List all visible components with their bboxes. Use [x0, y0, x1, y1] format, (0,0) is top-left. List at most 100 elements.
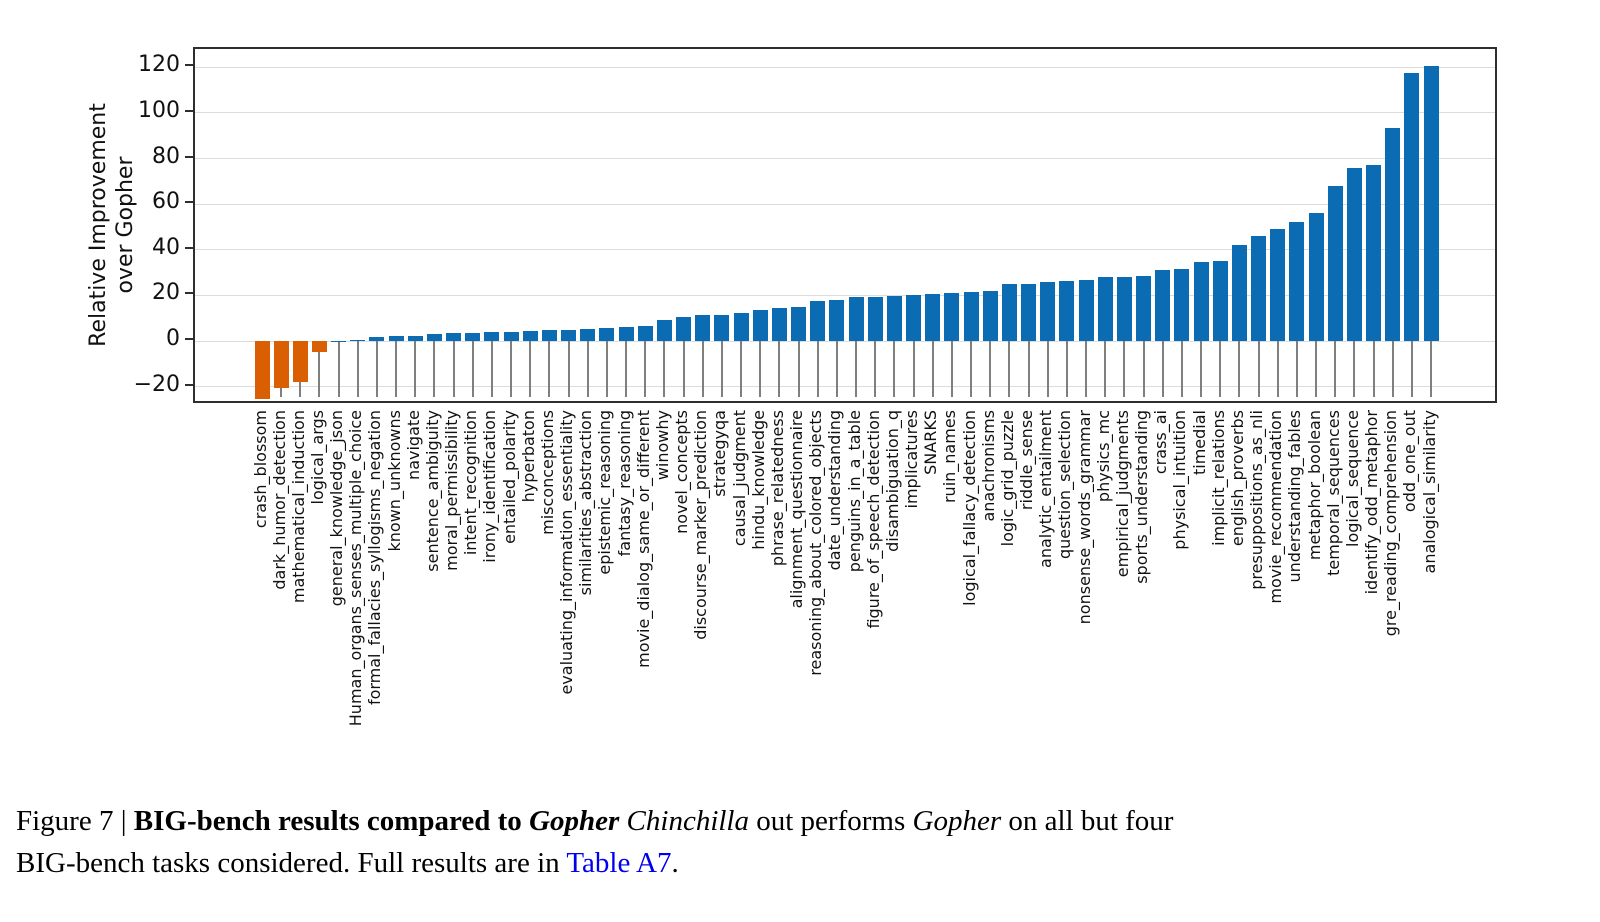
x-tick-label-winowhy: winowhy [652, 410, 672, 481]
x-tick-label-navigate: navigate [403, 410, 423, 480]
category-stem [1353, 341, 1356, 398]
category-stem [759, 341, 762, 398]
x-tick-label-analytic_entailment: analytic_entailment [1036, 410, 1056, 568]
category-stem [701, 341, 704, 398]
bar-novel_concepts [676, 317, 692, 342]
category-stem [1104, 341, 1107, 398]
bar-reasoning_about_colored_objects [810, 300, 826, 342]
x-tick-label-implicit_relations: implicit_relations [1208, 410, 1228, 546]
y-tick-mark [185, 64, 193, 67]
category-stem [510, 341, 513, 398]
y-tick-mark [185, 383, 193, 386]
caption-text-2: on all but four [1001, 805, 1174, 837]
bar-date_understanding [829, 300, 845, 342]
bar-figure_of_speech_detection [867, 297, 883, 342]
bar-formal_fallacies_syllogisms_negation [369, 336, 385, 342]
bar-analytic_entailment [1040, 281, 1056, 342]
x-tick-label-mathematical_induction: mathematical_induction [288, 410, 308, 604]
x-tick-label-sentence_ambiguity: sentence_ambiguity [422, 410, 442, 572]
x-tick-label-hyperbaton: hyperbaton [518, 410, 538, 503]
bar-sentence_ambiguity [426, 334, 442, 342]
category-stem [663, 341, 666, 398]
category-stem [625, 341, 628, 398]
x-tick-label-odd_one_out: odd_one_out [1400, 410, 1420, 513]
bar-mathematical_induction [292, 341, 308, 382]
caption-text-3: BIG-bench tasks considered. Full results… [16, 847, 567, 880]
category-stem [490, 341, 493, 398]
caption-space [619, 805, 626, 837]
y-tick-mark [185, 338, 193, 341]
bar-phrase_relatedness [771, 308, 787, 342]
category-stem [337, 341, 340, 398]
y-tick-mark [185, 109, 193, 112]
bar-hyperbaton [522, 330, 538, 342]
bar-timedial [1193, 262, 1209, 342]
x-tick-label-figure_of_speech_detection: figure_of_speech_detection [863, 410, 883, 629]
bar-crass_ai [1155, 269, 1171, 342]
gridline-y-80 [195, 158, 1495, 160]
table-a7-link[interactable]: Table A7 [566, 847, 672, 880]
x-tick-label-ruin_names: ruin_names [940, 410, 960, 504]
category-stem [1315, 341, 1318, 398]
bar-known_unknowns [388, 336, 404, 342]
category-stem [318, 341, 321, 398]
bar-gre_reading_comprehension [1385, 127, 1401, 342]
bar-fantasy_reasoning [618, 326, 634, 342]
x-tick-label-crass_ai: crass_ai [1151, 410, 1171, 475]
bar-general_knowledge_json [331, 340, 347, 342]
x-tick-label-epistemic_reasoning: epistemic_reasoning [595, 410, 615, 575]
x-tick-label-implicatures: implicatures [902, 410, 922, 509]
category-stem [1008, 341, 1011, 398]
category-stem [414, 341, 417, 398]
category-stem [874, 341, 877, 398]
x-tick-label-gre_reading_comprehension: gre_reading_comprehension [1381, 410, 1401, 637]
category-stem [1276, 341, 1279, 398]
bar-disambiguation_q [886, 296, 902, 342]
x-tick-label-entailed_polarity: entailed_polarity [499, 410, 519, 544]
bar-metaphor_boolean [1308, 213, 1324, 342]
bar-nonsense_words_grammar [1078, 280, 1094, 342]
bar-discourse_marker_prediction [695, 315, 711, 342]
category-stem [797, 341, 800, 398]
x-tick-label-hindu_knowledge: hindu_knowledge [748, 410, 768, 550]
bar-logical_fallacy_detection [963, 291, 979, 342]
x-tick-label-empirical_judgments: empirical_judgments [1112, 410, 1132, 578]
y-tick-mark [185, 201, 193, 204]
bar-anachronisms [982, 291, 998, 342]
bar-hindu_knowledge [752, 310, 768, 342]
bar-moral_permissibility [446, 333, 462, 342]
x-tick-label-phrase_relatedness: phrase_relatedness [767, 410, 787, 567]
bar-question_selection [1059, 280, 1075, 342]
bar-presuppositions_as_nli [1251, 235, 1267, 342]
x-tick-label-timedial: timedial [1189, 410, 1209, 475]
y-tick-label-120: 120 [138, 52, 180, 78]
category-stem [950, 341, 953, 398]
bar-epistemic_reasoning [599, 327, 615, 342]
category-stem [395, 341, 398, 398]
x-tick-label-strategyqa: strategyqa [710, 410, 730, 497]
x-tick-label-english_proverbs: english_proverbs [1227, 410, 1247, 547]
x-tick-label-similarities_abstraction: similarities_abstraction [576, 410, 596, 596]
x-tick-label-intent_recognition: intent_recognition [461, 410, 481, 556]
x-tick-label-misconceptions: misconceptions [537, 410, 557, 535]
category-stem [1123, 341, 1126, 398]
x-tick-label-SNARKS: SNARKS [921, 410, 941, 475]
x-tick-label-Human_organs_senses_multiple_choice: Human_organs_senses_multiple_choice [346, 410, 366, 727]
category-stem [682, 341, 685, 398]
x-tick-label-logic_grid_puzzle: logic_grid_puzzle [997, 410, 1017, 547]
x-tick-label-reasoning_about_colored_objects: reasoning_about_colored_objects [806, 410, 826, 676]
x-tick-label-analogical_similarity: analogical_similarity [1419, 410, 1439, 574]
bar-navigate [407, 335, 423, 342]
y-tick-mark [185, 292, 193, 295]
x-tick-label-crash_blossom: crash_blossom [250, 410, 270, 529]
gridline-y-60 [195, 203, 1495, 205]
y-tick-label-60: 60 [152, 189, 180, 215]
x-tick-label-irony_identification: irony_identification [480, 410, 500, 563]
bar-movie_dialog_same_or_different [637, 326, 653, 342]
bar-sports_understanding [1136, 275, 1152, 342]
x-tick-label-movie_recommendation: movie_recommendation [1266, 410, 1286, 604]
bar-entailed_polarity [503, 331, 519, 342]
bar-logic_grid_puzzle [1001, 284, 1017, 342]
category-stem [855, 341, 858, 398]
x-tick-label-identify_odd_metaphor: identify_odd_metaphor [1362, 410, 1381, 595]
